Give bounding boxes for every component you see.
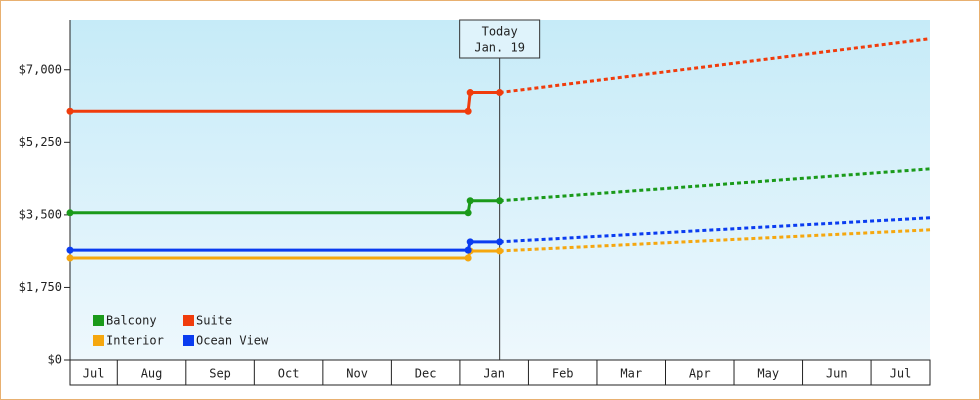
x-tick-label: Oct: [278, 367, 300, 381]
today-label: Today: [482, 25, 518, 39]
today-label: Jan. 19: [474, 41, 525, 55]
legend-swatch: [183, 335, 194, 346]
line-forecast: [499, 216, 931, 244]
x-tick-label: Aug: [141, 367, 163, 381]
y-tick-label: $5,250: [19, 135, 62, 149]
x-tick-label: Jul: [83, 367, 105, 381]
y-tick-label: $7,000: [19, 62, 62, 76]
x-tick-label: Nov: [346, 367, 368, 381]
point: [66, 209, 74, 217]
legend-label: Suite: [196, 314, 232, 328]
x-tick-label: Apr: [689, 367, 711, 381]
line-actual: [70, 199, 500, 215]
x-tick-label: Dec: [415, 367, 437, 381]
y-tick-label: $3,500: [19, 207, 62, 221]
point: [496, 197, 504, 205]
point: [466, 89, 474, 97]
legend-swatch: [183, 315, 194, 326]
line-actual: [70, 91, 500, 113]
line-forecast: [499, 228, 931, 253]
legend-swatch: [93, 315, 104, 326]
x-tick-label: Sep: [209, 367, 231, 381]
x-tick-label: Mar: [620, 367, 642, 381]
point: [496, 89, 504, 97]
legend-label: Balcony: [106, 314, 157, 328]
x-tick-label: Jan: [483, 367, 505, 381]
today-box: [459, 19, 541, 59]
x-tick-label: Jun: [826, 367, 848, 381]
point: [496, 247, 504, 255]
point: [66, 254, 74, 262]
legend-swatch: [93, 335, 104, 346]
point: [464, 246, 472, 254]
y-tick-label: $1,750: [19, 280, 62, 294]
y-tick-label: $0: [48, 353, 62, 367]
point: [466, 238, 474, 246]
legend-label: Ocean View: [196, 334, 269, 348]
point: [496, 238, 504, 246]
point: [464, 209, 472, 217]
x-tick-label: Jul: [890, 367, 912, 381]
line-forecast: [499, 37, 931, 95]
point: [466, 197, 474, 205]
line-actual: [70, 240, 500, 252]
point: [66, 107, 74, 115]
x-tick-label: Feb: [552, 367, 574, 381]
line-actual: [70, 249, 500, 260]
plot-layer: $0 $1,750 $3,500 $5,250 $7,000 Jul Aug Sep Oct No…: [19, 19, 931, 386]
point: [66, 246, 74, 254]
x-tick-label: May: [757, 367, 779, 381]
point: [464, 107, 472, 115]
point: [464, 254, 472, 262]
legend-label: Interior: [106, 334, 164, 348]
line-forecast: [499, 167, 931, 203]
